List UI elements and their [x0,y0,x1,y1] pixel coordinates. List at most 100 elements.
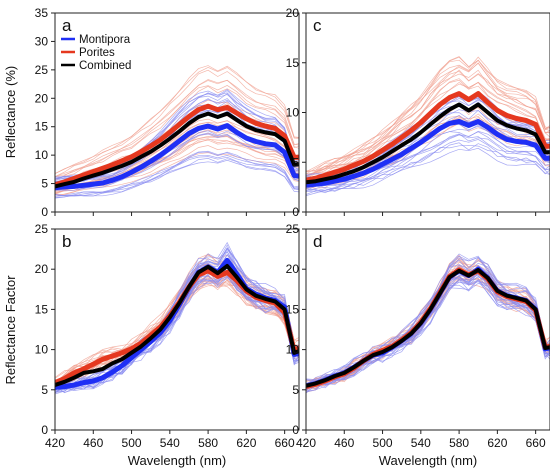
sample-line-porites [55,85,299,180]
plot-frame [305,228,550,431]
y-tick-label: 10 [286,106,300,120]
y-tick-label: 20 [286,6,300,20]
legend-label-porites: Porites [79,47,115,59]
y-axis-label-bottom: Reflectance Factor [3,275,18,385]
panel-label: c [313,16,322,35]
x-axis-label-left: Wavelength (nm) [128,453,227,468]
x-tick-label: 420 [45,436,65,450]
y-tick-label: 30 [35,34,49,48]
sample-line-montipora [306,144,550,195]
y-tick-label: 20 [286,262,300,276]
plot-area-a [55,65,299,199]
sample-line-montipora [306,279,550,388]
sample-line-porites [306,56,550,173]
y-tick-label: 0 [292,423,299,437]
plot-frame [54,12,300,213]
y-tick-label: 20 [35,262,49,276]
sample-line-montipora [55,159,299,197]
sample-line-porites [55,67,299,174]
sample-line-porites [306,71,550,175]
x-axis-label-right: Wavelength (nm) [379,453,478,468]
y-tick-label: 15 [286,302,300,316]
y-tick-label: 20 [35,91,49,105]
y-tick-label: 5 [292,383,299,397]
panel-label: a [62,16,72,35]
series-line-porites [306,267,550,390]
sample-line-montipora [306,259,550,383]
sample-line-porites [306,258,550,385]
y-tick-label: 0 [41,423,48,437]
panel-d: 0 5 10 15 20 25 420 460 500 540 580 620 660 d [286,222,550,450]
x-tick-label: 620 [236,436,256,450]
series-line-porites [306,91,550,183]
sample-line-porites [306,81,550,179]
x-tick-label: 660 [526,436,546,450]
sample-line-montipora [306,139,550,193]
series-line-montipora [306,119,550,188]
series-line-combined [55,111,299,189]
x-tick-label: 540 [411,436,431,450]
panel-label: b [62,232,71,251]
sample-line-montipora [55,276,299,390]
sample-line-montipora [306,255,550,387]
y-tick-label: 25 [286,222,300,236]
x-tick-label: 500 [373,436,393,450]
y-tick-label: 15 [286,56,300,70]
series-line-combined [306,268,550,388]
legend-label-combined: Combined [79,60,131,72]
y-tick-label: 10 [286,343,300,357]
panel-label: d [313,232,322,251]
y-tick-label: 0 [41,205,48,219]
x-tick-label: 460 [334,436,354,450]
plot-frame [54,228,300,431]
y-tick-label: 35 [35,6,49,20]
series-line-combined [306,102,550,185]
y-tick-label: 0 [292,205,299,219]
y-tick-label: 25 [35,222,49,236]
sample-line-montipora [306,253,550,382]
x-tick-label: 620 [487,436,507,450]
y-tick-label: 10 [35,148,49,162]
y-tick-label: 5 [41,177,48,191]
x-tick-label: 660 [275,436,295,450]
sample-line-montipora [55,266,299,394]
y-axis-label-top: Reflectance (%) [3,66,18,158]
sample-line-porites [306,261,550,383]
sample-line-montipora [55,271,299,393]
sample-line-porites [55,79,299,178]
x-tick-label: 580 [198,436,218,450]
y-tick-label: 25 [35,63,49,77]
plot-area-c [306,56,550,196]
sample-line-porites [306,62,550,172]
plot-area-d [306,253,550,394]
sample-line-porites [306,56,550,173]
sample-line-montipora [55,274,299,395]
sample-line-porites [306,258,550,385]
sample-line-porites [306,82,550,178]
sample-line-montipora [55,154,299,197]
y-tick-label: 5 [292,155,299,169]
x-tick-label: 420 [296,436,316,450]
sample-line-montipora [55,247,299,388]
y-tick-label: 15 [35,302,49,316]
sample-line-montipora [55,241,299,385]
x-tick-label: 460 [83,436,103,450]
sample-line-montipora [55,266,299,393]
panel-b: 0 5 10 15 20 25 420 460 500 540 580 620 660 b [35,222,300,450]
series-line-montipora [55,123,299,191]
panel-c: 0 5 10 15 20 c [286,6,550,219]
sample-line-porites [55,69,299,178]
series-line-combined [55,264,299,387]
sample-line-montipora [55,150,299,197]
x-tick-label: 580 [449,436,469,450]
plot-area-b [55,241,299,395]
sample-line-porites [55,79,299,177]
y-tick-label: 15 [35,120,49,134]
sample-line-montipora [55,156,299,198]
y-tick-label: 10 [35,343,49,357]
panels: 05101520253035aMontiporaPoritesCombined0… [35,6,550,450]
sample-line-porites [306,79,550,177]
